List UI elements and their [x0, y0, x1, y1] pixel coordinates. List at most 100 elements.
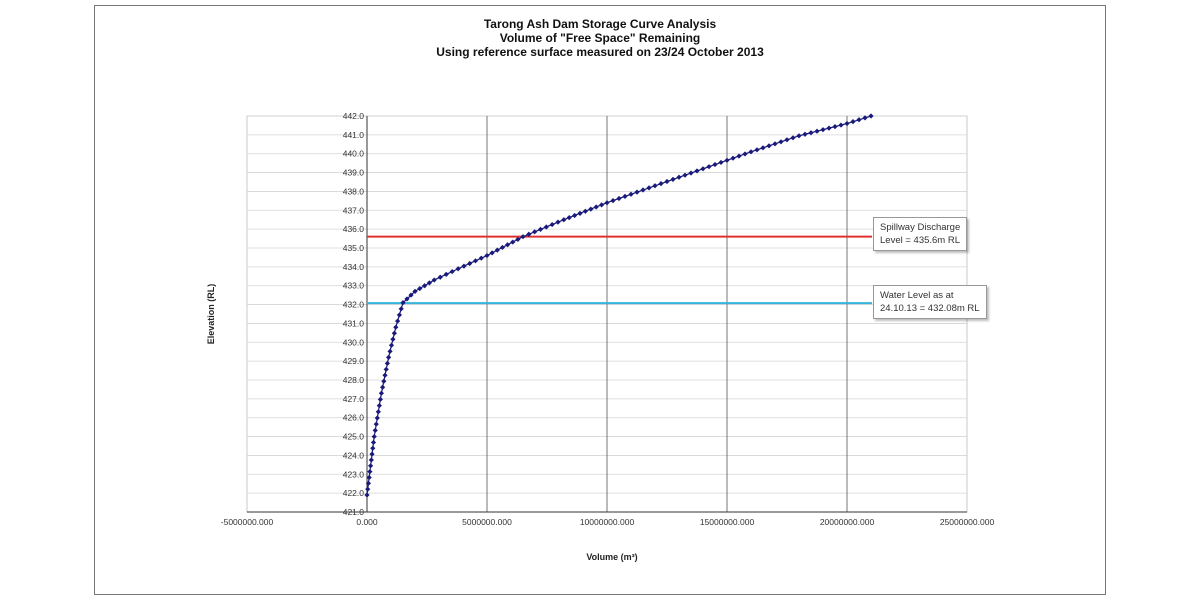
curve-data-point	[844, 120, 850, 127]
curve-data-point	[371, 433, 377, 440]
curve-data-point	[373, 421, 379, 427]
curve-data-point	[377, 396, 383, 402]
curve-data-point	[388, 342, 395, 348]
y-tick-label: 434.0	[343, 262, 365, 272]
curve-data-point	[364, 492, 370, 498]
curve-data-point	[622, 193, 628, 199]
spillway-callout-line-1: Spillway Discharge	[880, 222, 961, 233]
y-tick-label: 423.0	[343, 469, 365, 479]
curve-data-point	[772, 141, 778, 147]
curve-data-point	[582, 208, 588, 214]
curve-data-point	[499, 244, 506, 251]
y-tick-label: 438.0	[343, 186, 365, 196]
y-tick-label: 442.0	[343, 111, 365, 121]
curve-data-point	[449, 268, 455, 275]
curve-data-point	[766, 143, 772, 149]
x-tick-label: 0.000	[356, 517, 378, 527]
curve-data-point	[400, 300, 406, 306]
curve-data-point	[370, 445, 376, 451]
curve-data-point	[664, 178, 670, 185]
spillway-callout: Spillway Discharge Level = 435.6m RL	[873, 217, 968, 251]
curve-data-point	[796, 133, 802, 139]
y-tick-label: 441.0	[343, 130, 365, 140]
y-tick-label: 426.0	[343, 413, 365, 423]
curve-data-point	[368, 457, 374, 463]
curve-data-point	[640, 187, 646, 193]
curve-data-point	[658, 181, 664, 187]
x-tick-label: 25000000.000	[940, 517, 995, 527]
y-tick-label: 431.0	[343, 318, 365, 328]
curve-data-point	[706, 164, 712, 170]
curve-data-point	[730, 155, 736, 161]
y-tick-label: 422.0	[343, 488, 365, 498]
curve-data-point	[515, 236, 521, 242]
curve-data-point	[832, 124, 838, 130]
curve-data-point	[381, 378, 387, 384]
curve-data-point	[555, 219, 561, 225]
curve-data-point	[369, 451, 375, 457]
curve-data-point	[370, 439, 377, 446]
curve-data-point	[368, 463, 374, 469]
chart-title-line-1: Tarong Ash Dam Storage Curve Analysis	[483, 17, 717, 31]
curve-data-point	[634, 189, 640, 195]
curve-data-point	[868, 113, 874, 119]
curve-data-point	[376, 402, 382, 409]
curve-data-point	[417, 285, 423, 292]
curve-data-point	[628, 191, 634, 197]
curve-data-point	[404, 296, 410, 302]
curve-data-point	[386, 354, 392, 360]
curve-data-point	[455, 266, 461, 272]
curve-data-point	[489, 250, 495, 256]
y-tick-label: 429.0	[343, 356, 365, 366]
curve-data-point	[561, 217, 567, 223]
curve-data-point	[718, 159, 724, 166]
curve-data-point	[494, 247, 500, 253]
curve-data-point	[604, 200, 610, 206]
curve-data-point	[700, 166, 706, 172]
curve-data-point	[426, 280, 432, 286]
curve-data-point	[537, 226, 544, 233]
curve-data-point	[549, 221, 555, 228]
curve-data-point	[387, 348, 393, 354]
curve-data-point	[367, 469, 373, 475]
curve-data-point	[754, 147, 760, 153]
curve-data-point	[398, 306, 404, 312]
chart-title-line-2: Volume of "Free Space" Remaining	[499, 31, 701, 45]
curve-data-point	[599, 202, 605, 208]
water-level-callout-line-2: 24.10.13 = 432.08m RL	[880, 303, 980, 314]
curve-data-point	[676, 174, 682, 180]
curve-data-point	[742, 151, 748, 157]
curve-data-point	[382, 372, 388, 378]
x-tick-label: 10000000.000	[580, 517, 635, 527]
curve-data-point	[390, 336, 396, 342]
curve-data-point	[593, 204, 599, 210]
curve-data-point	[393, 324, 399, 330]
y-tick-label: 432.0	[343, 300, 365, 310]
curve-data-point	[572, 212, 578, 219]
curve-data-point	[760, 145, 766, 151]
spillway-callout-line-2: Level = 435.6m RL	[880, 235, 961, 246]
curve-data-point	[856, 117, 862, 123]
curve-data-point	[682, 172, 688, 178]
x-axis-label: Volume (m³)	[586, 552, 637, 562]
curve-data-point	[412, 288, 418, 294]
chart-title-line-3: Using reference surface measured on 23/2…	[436, 45, 764, 59]
curve-data-point	[467, 260, 473, 267]
y-tick-label: 439.0	[343, 168, 365, 178]
curve-data-point	[395, 318, 401, 324]
curve-data-point	[588, 206, 594, 212]
curve-data-point	[748, 149, 754, 155]
curve-data-point	[802, 131, 808, 137]
curve-data-point	[372, 427, 378, 433]
curve-data-point	[694, 168, 700, 174]
curve-data-point	[478, 255, 484, 261]
curve-data-point	[784, 137, 790, 143]
curve-data-point	[375, 409, 381, 415]
y-tick-label: 437.0	[343, 205, 365, 215]
water-level-callout: Water Level as at 24.10.13 = 432.08m RL	[873, 285, 987, 319]
curve-data-point	[374, 415, 380, 421]
curve-data-point	[543, 224, 549, 230]
curve-data-point	[380, 384, 386, 390]
curve-data-point	[472, 258, 479, 264]
